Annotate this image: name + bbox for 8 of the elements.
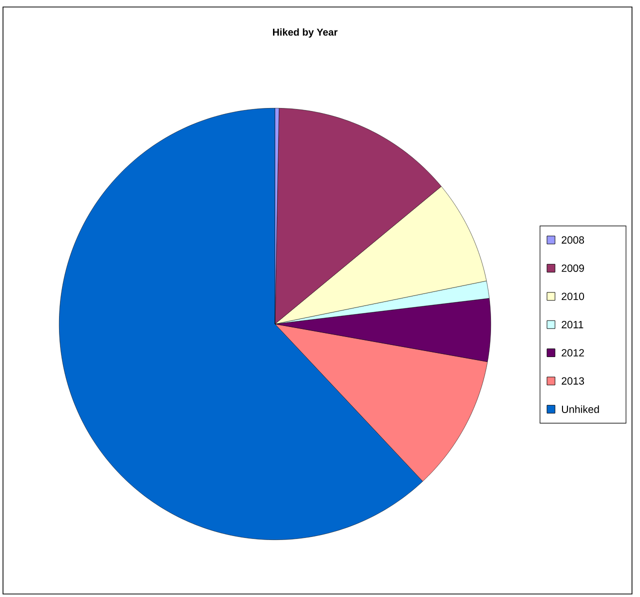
- legend-label: 2012: [562, 349, 584, 356]
- chart-title: Hiked by Year: [273, 28, 338, 38]
- legend-label: 2010: [562, 292, 584, 300]
- legend-label: 2008: [562, 236, 584, 244]
- legend-label: 2013: [562, 377, 584, 385]
- legend-label: Unhiked: [562, 405, 599, 414]
- legend-label: 2011: [562, 320, 584, 328]
- legend-label: 2009: [562, 264, 584, 272]
